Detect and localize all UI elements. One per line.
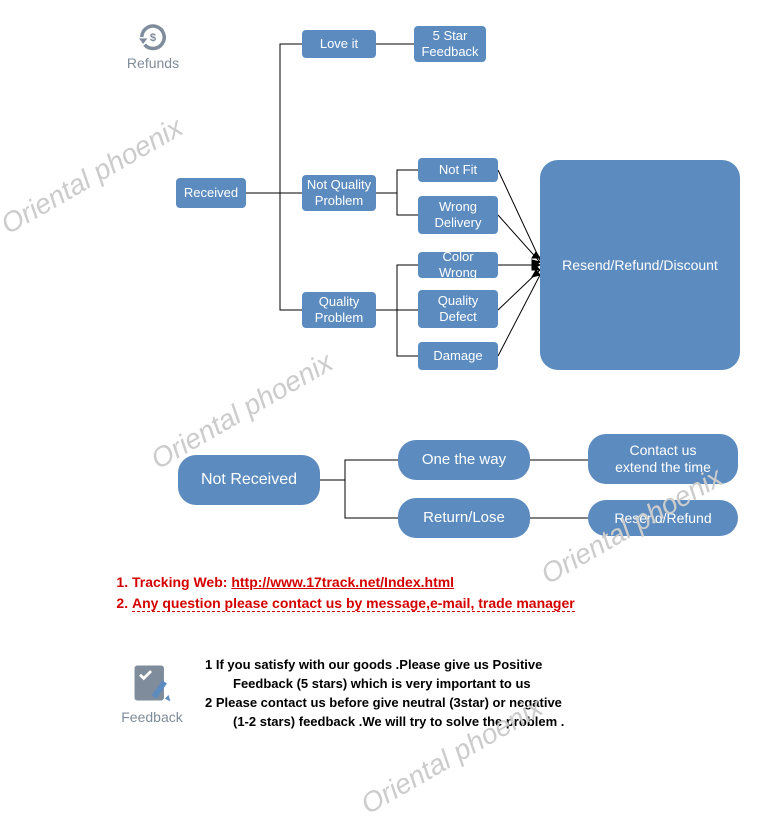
note-item-1: Tracking Web: http://www.17track.net/Ind… — [132, 572, 730, 593]
node-damage: Damage — [418, 342, 498, 370]
fb-line-2: Feedback (5 stars) which is very importa… — [205, 675, 675, 694]
feedback-text: 1 If you satisfy with our goods .Please … — [205, 656, 675, 731]
feedback-label: Feedback — [116, 709, 188, 725]
refunds-icon-block: $ Refunds — [118, 22, 188, 71]
fb-line-3: 2 Please contact us before give neutral … — [205, 694, 675, 713]
node-not-received: Not Received — [178, 455, 320, 505]
node-5star: 5 Star Feedback — [414, 26, 486, 62]
note-item-2: Any question please contact us by messag… — [132, 593, 730, 614]
node-not-quality: Not Quality Problem — [302, 175, 376, 211]
fb-line-1: 1 If you satisfy with our goods .Please … — [205, 656, 675, 675]
node-return-lose: Return/Lose — [398, 498, 530, 538]
watermark: Oriental phoenix — [0, 111, 188, 241]
node-on-the-way: One the way — [398, 440, 530, 480]
diagram-stage: Oriental phoenix Oriental phoenix Orient… — [0, 0, 783, 777]
svg-text:$: $ — [150, 32, 157, 44]
node-received: Received — [176, 178, 246, 208]
node-not-fit: Not Fit — [418, 158, 498, 182]
node-color-wrong: Color Wrong — [418, 252, 498, 278]
note-2-text: Any question please contact us by messag… — [132, 595, 575, 612]
node-quality-defect: Quality Defect — [418, 290, 498, 328]
notes-list: Tracking Web: http://www.17track.net/Ind… — [110, 572, 730, 614]
feedback-icon — [129, 660, 175, 706]
node-resend-refund: Resend/Refund — [588, 500, 738, 536]
node-quality: Quality Problem — [302, 292, 376, 328]
fb-line-4: (1-2 stars) feedback .We will try to sol… — [205, 713, 675, 732]
feedback-icon-block: Feedback — [116, 660, 188, 725]
refunds-label: Refunds — [118, 55, 188, 71]
tracking-link[interactable]: http://www.17track.net/Index.html — [231, 574, 454, 590]
note-1-label: Tracking Web: — [132, 574, 231, 590]
node-contact-extend: Contact us extend the time — [588, 434, 738, 484]
node-resend-big: Resend/Refund/Discount — [540, 160, 740, 370]
node-love-it: Love it — [302, 30, 376, 58]
node-wrong-delivery: Wrong Delivery — [418, 196, 498, 234]
refund-icon: $ — [132, 22, 174, 52]
